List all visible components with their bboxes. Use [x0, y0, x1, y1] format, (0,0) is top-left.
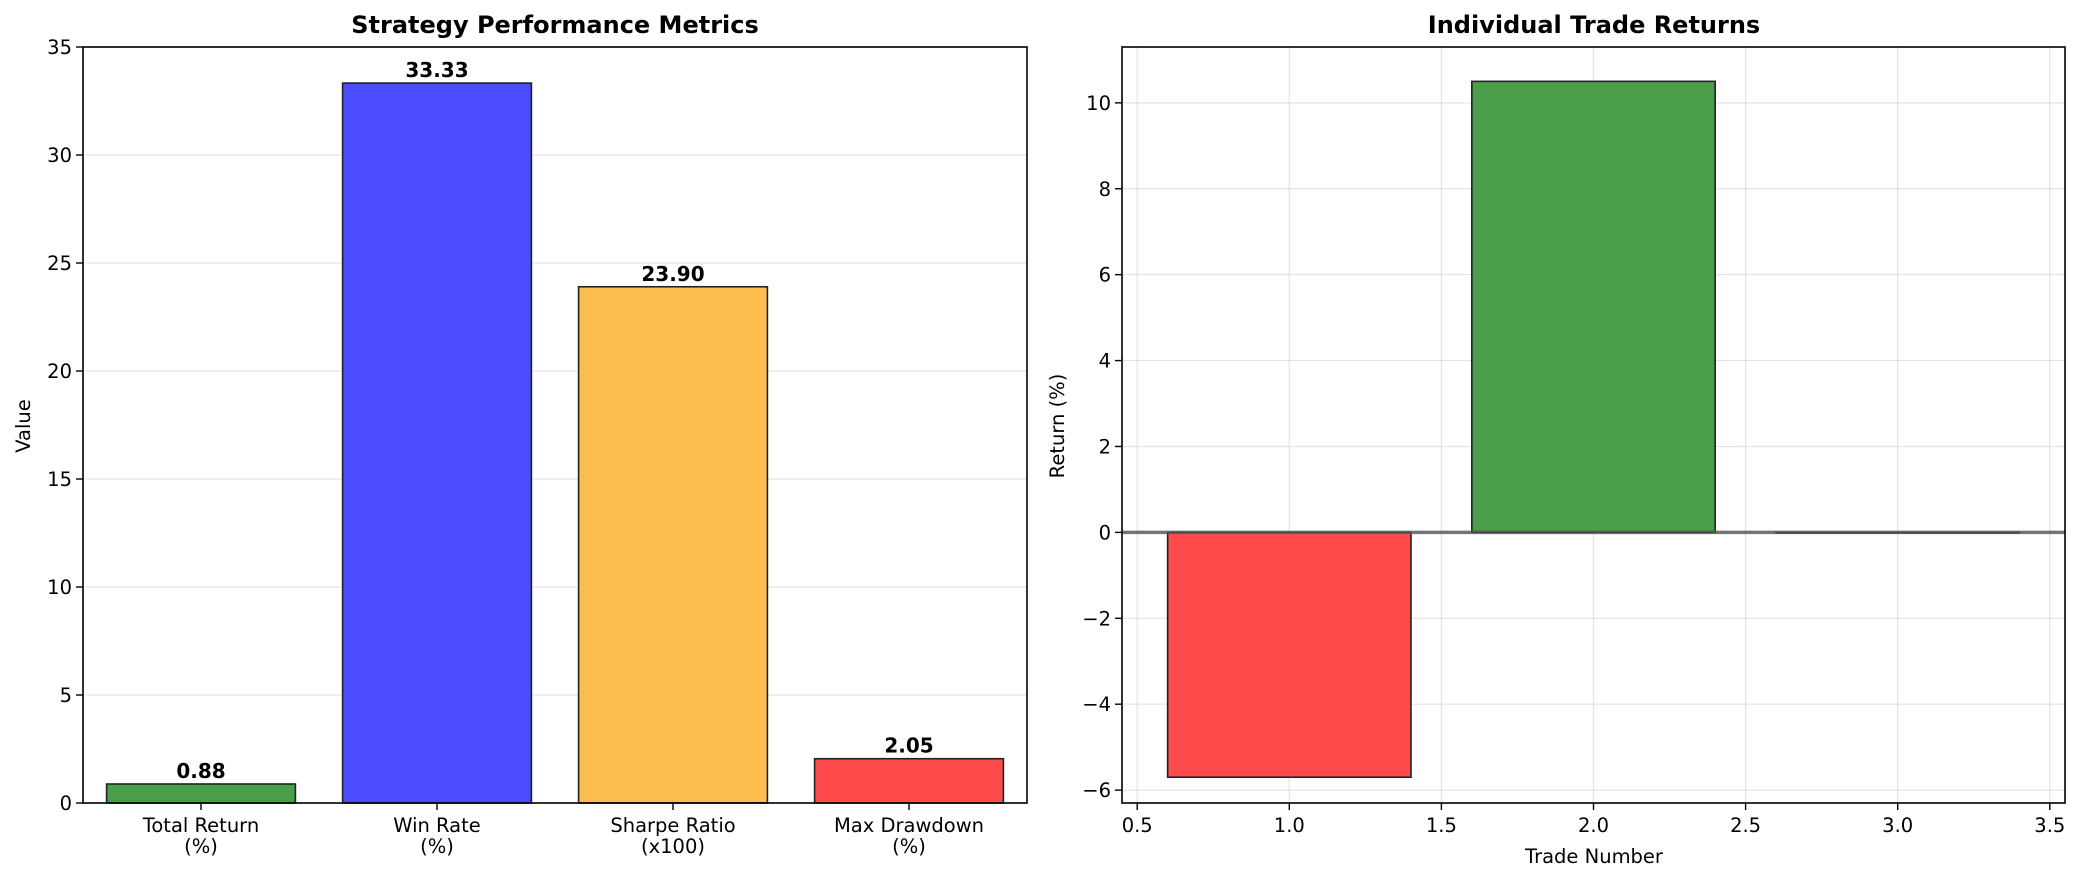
data-label: 23.90	[641, 262, 704, 286]
y-tick-label: 6	[1099, 264, 1111, 287]
x-axis-label: Trade Number	[1524, 845, 1664, 868]
y-tick-label: 15	[47, 468, 72, 491]
strategy-metrics-chart: Strategy Performance Metrics Value 0.88 3…	[12, 11, 1028, 858]
x-tick-label: (%)	[420, 835, 454, 858]
y-axis-label: Return (%)	[1046, 374, 1069, 479]
y-tick-label: 10	[47, 576, 72, 599]
x-tick-label: 0.5	[1122, 814, 1153, 837]
x-tick-label: 3.5	[2034, 814, 2065, 837]
x-tick-label: Total Return	[142, 814, 259, 837]
x-tick-label: 2.5	[1730, 814, 1761, 837]
bar	[341, 82, 533, 804]
bar	[105, 783, 297, 804]
x-tick-label: (x100)	[641, 835, 705, 858]
y-tick-label: 2	[1099, 435, 1111, 458]
x-tick-label: Win Rate	[393, 814, 481, 837]
y-tick-label: 5	[60, 684, 72, 707]
x-tick-label: 2.0	[1578, 814, 1609, 837]
x-tick-label: 3.0	[1882, 814, 1913, 837]
x-tick-label: (%)	[184, 835, 218, 858]
y-tick-label: −6	[1082, 779, 1111, 802]
data-label: 33.33	[405, 58, 468, 82]
chart-title: Individual Trade Returns	[1428, 11, 1760, 39]
y-tick-label: 20	[47, 360, 72, 383]
plot-frame	[1121, 46, 2066, 804]
plot-frame	[82, 46, 1028, 804]
y-axis-label: Value	[12, 399, 35, 453]
y-tick-label: 0	[60, 792, 72, 815]
bar	[813, 757, 1005, 804]
y-tick-label: 0	[1099, 521, 1111, 544]
y-tick-label: 10	[1086, 92, 1111, 115]
y-tick-label: 35	[47, 36, 72, 59]
y-tick-label: −2	[1082, 607, 1111, 630]
x-tick-label: (%)	[892, 835, 926, 858]
bar	[1471, 80, 1716, 534]
y-tick-label: 30	[47, 144, 72, 167]
y-tick-label: 25	[47, 252, 72, 275]
data-label: 2.05	[884, 734, 933, 758]
x-tick-label: 1.0	[1274, 814, 1305, 837]
x-tick-label: Max Drawdown	[834, 814, 984, 837]
trade-returns-chart: Individual Trade Returns Return (%) Trad…	[1046, 11, 2066, 868]
data-label: 0.88	[176, 759, 225, 783]
bar	[1166, 531, 1412, 779]
y-tick-label: −4	[1082, 693, 1111, 716]
x-tick-label: 1.5	[1426, 814, 1457, 837]
bar	[577, 285, 769, 804]
chart-title: Strategy Performance Metrics	[351, 11, 759, 39]
y-tick-label: 8	[1099, 178, 1111, 201]
x-tick-label: Sharpe Ratio	[610, 814, 735, 837]
y-tick-label: 4	[1099, 350, 1111, 373]
